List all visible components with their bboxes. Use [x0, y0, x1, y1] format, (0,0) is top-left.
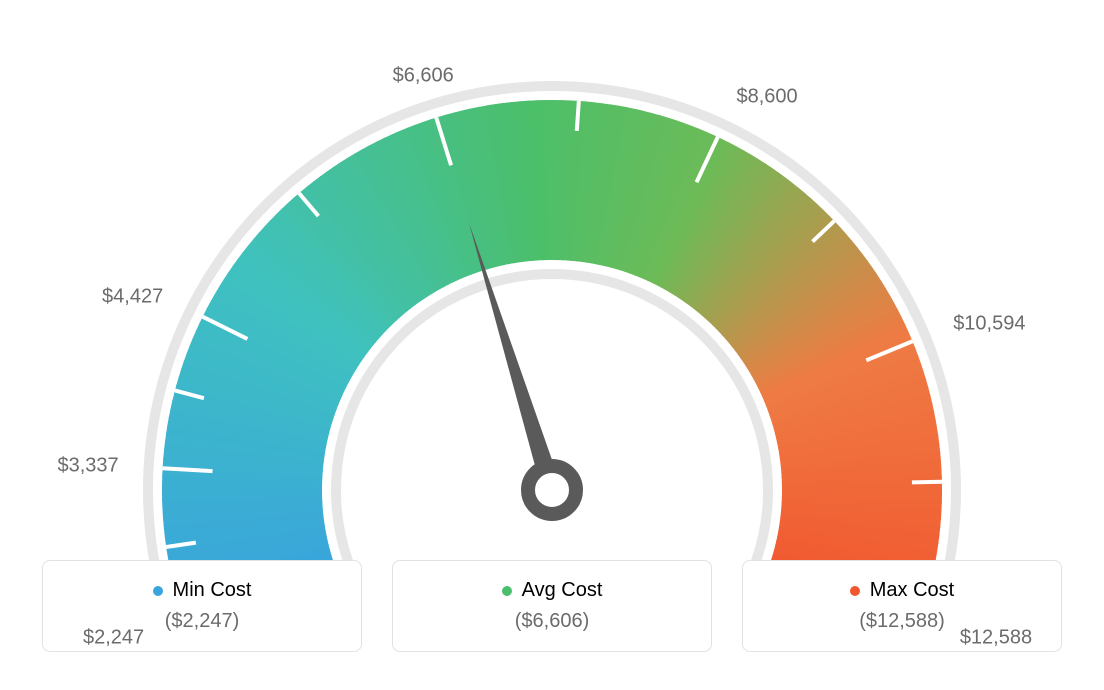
legend-dot-max	[850, 586, 860, 596]
legend-title-max-text: Max Cost	[870, 579, 954, 602]
gauge-tick-label: $8,600	[736, 86, 797, 109]
gauge-tick-label: $4,427	[102, 286, 163, 309]
legend-title-max: Max Cost	[850, 579, 954, 602]
legend-card-avg: Avg Cost ($6,606)	[392, 560, 712, 652]
legend-value-avg: ($6,606)	[413, 610, 691, 633]
legend-title-min-text: Min Cost	[173, 579, 252, 602]
legend-dot-min	[153, 586, 163, 596]
gauge-tick-label: $2,247	[83, 627, 144, 650]
legend-row: Min Cost ($2,247) Avg Cost ($6,606) Max …	[0, 560, 1104, 652]
gauge-tick-label: $6,606	[393, 64, 454, 87]
legend-title-avg: Avg Cost	[502, 579, 603, 602]
gauge-tick-label: $12,588	[960, 627, 1032, 650]
legend-title-avg-text: Avg Cost	[522, 579, 603, 602]
legend-dot-avg	[502, 586, 512, 596]
gauge-tick-label: $3,337	[58, 454, 119, 477]
gauge-chart	[72, 30, 1032, 560]
legend-title-min: Min Cost	[153, 579, 252, 602]
gauge-tick-label: $10,594	[953, 313, 1025, 336]
gauge-wrapper: $2,247$3,337$4,427$6,606$8,600$10,594$12…	[0, 0, 1104, 560]
